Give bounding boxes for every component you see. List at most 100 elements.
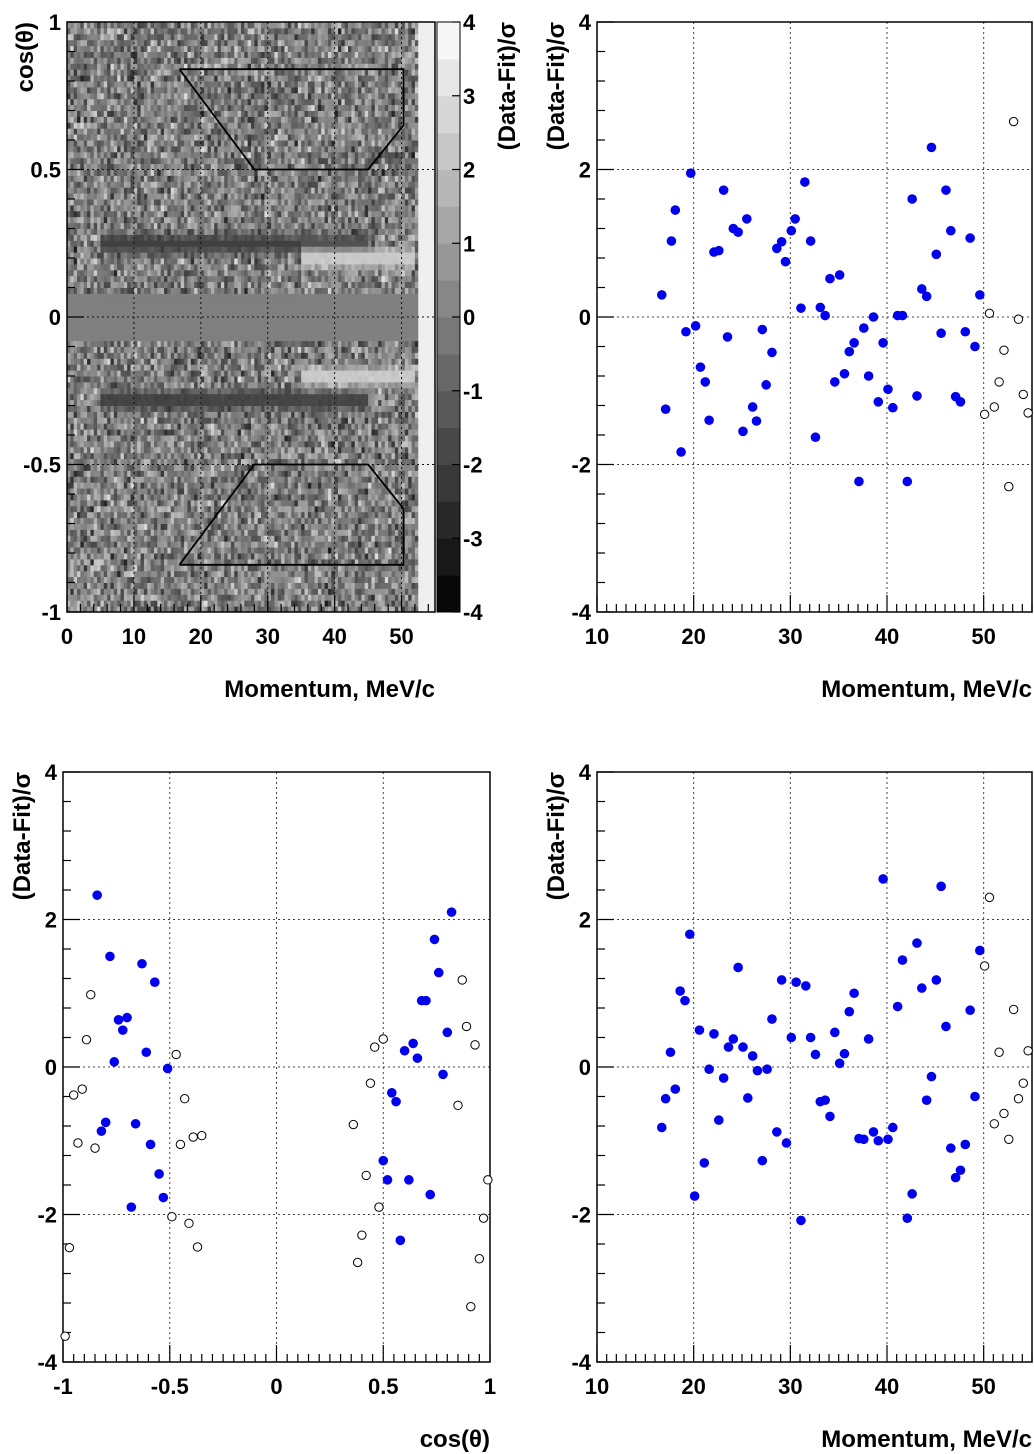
heatmap-cell bbox=[70, 240, 75, 247]
heatmap-cell bbox=[143, 163, 148, 170]
heatmap-cell bbox=[174, 570, 178, 578]
heatmap-cell bbox=[157, 252, 162, 259]
heatmap-cell bbox=[97, 128, 101, 135]
heatmap-cell bbox=[227, 328, 232, 336]
heatmap-cell bbox=[220, 228, 225, 235]
heatmap-cell bbox=[90, 204, 95, 212]
heatmap-cell bbox=[157, 387, 162, 395]
heatmap-cell bbox=[204, 464, 209, 471]
heatmap-cell bbox=[83, 364, 88, 371]
heatmap-cell bbox=[107, 122, 111, 129]
heatmap-cell bbox=[167, 22, 172, 29]
heatmap-cell bbox=[197, 541, 202, 548]
heatmap-cell bbox=[160, 311, 165, 318]
heatmap-cell bbox=[147, 423, 152, 430]
heatmap-cell bbox=[133, 187, 138, 194]
heatmap-cell bbox=[133, 340, 138, 347]
heatmap-cell bbox=[67, 594, 71, 601]
heatmap-cell bbox=[170, 204, 175, 212]
heatmap-cell bbox=[143, 51, 148, 58]
heatmap-cell bbox=[130, 499, 135, 507]
heatmap-cell bbox=[220, 145, 225, 153]
heatmap-cell bbox=[133, 258, 138, 265]
heatmap-cell bbox=[230, 228, 235, 235]
heatmap-cell bbox=[110, 423, 115, 430]
heatmap-cell bbox=[157, 517, 162, 524]
heatmap-cell bbox=[187, 517, 192, 524]
heatmap-cell bbox=[177, 27, 182, 35]
heatmap-cell bbox=[184, 169, 188, 176]
heatmap-cell bbox=[103, 163, 108, 170]
heatmap-cell bbox=[137, 511, 142, 519]
heatmap-cell bbox=[167, 446, 172, 454]
heatmap-cell bbox=[230, 81, 235, 88]
heatmap-cell bbox=[137, 169, 142, 176]
heatmap-cell bbox=[73, 210, 78, 218]
heatmap-cell bbox=[207, 340, 212, 347]
heatmap-cell bbox=[90, 529, 95, 536]
heatmap-cell bbox=[83, 476, 88, 483]
heatmap-cell bbox=[207, 387, 212, 395]
heatmap-cell bbox=[123, 104, 128, 111]
heatmap-cell bbox=[67, 287, 71, 294]
heatmap-cell bbox=[150, 263, 155, 271]
heatmap-cell bbox=[123, 263, 128, 271]
heatmap-cell bbox=[194, 57, 198, 64]
heatmap-cell bbox=[120, 393, 125, 401]
heatmap-cell bbox=[83, 494, 88, 501]
heatmap-cell bbox=[110, 140, 115, 147]
heatmap-cell bbox=[150, 417, 155, 424]
heatmap-cell bbox=[190, 122, 195, 129]
heatmap-cell bbox=[113, 458, 118, 465]
heatmap-cell bbox=[137, 151, 142, 159]
heatmap-cell bbox=[137, 187, 142, 194]
heatmap-cell bbox=[164, 311, 168, 318]
heatmap-cell bbox=[123, 269, 128, 277]
heatmap-cell bbox=[164, 287, 168, 294]
heatmap-cell bbox=[160, 606, 165, 613]
heatmap-cell bbox=[194, 517, 198, 524]
heatmap-cell bbox=[77, 163, 81, 170]
heatmap-cell bbox=[194, 340, 198, 347]
heatmap-cell bbox=[117, 269, 122, 277]
heatmap-cell bbox=[157, 541, 162, 548]
heatmap-cell bbox=[190, 411, 195, 418]
heatmap-cell bbox=[177, 417, 182, 424]
heatmap-cell bbox=[180, 340, 185, 347]
heatmap-cell bbox=[153, 98, 158, 106]
heatmap-cell bbox=[110, 98, 115, 106]
heatmap-cell bbox=[187, 482, 192, 489]
heatmap-cell bbox=[180, 275, 185, 283]
heatmap-cell bbox=[143, 263, 148, 271]
heatmap-cell bbox=[100, 33, 105, 41]
heatmap-cell bbox=[170, 234, 175, 241]
heatmap-cell bbox=[123, 370, 128, 377]
heatmap-cell bbox=[167, 228, 172, 235]
heatmap-cell bbox=[160, 199, 165, 206]
heatmap-cell bbox=[214, 529, 219, 536]
heatmap-cell bbox=[220, 511, 225, 519]
heatmap-cell bbox=[107, 305, 111, 312]
heatmap-cell bbox=[197, 511, 202, 519]
heatmap-cell bbox=[207, 494, 212, 501]
heatmap-cell bbox=[93, 411, 98, 418]
heatmap-cell bbox=[224, 51, 229, 58]
heatmap-cell bbox=[117, 122, 122, 129]
heatmap-cell bbox=[214, 352, 219, 359]
heatmap-cell bbox=[147, 606, 152, 613]
heatmap-cell bbox=[83, 246, 88, 253]
heatmap-cell bbox=[177, 39, 182, 47]
heatmap-cell bbox=[97, 281, 101, 288]
heatmap-cell bbox=[77, 541, 81, 548]
heatmap-cell bbox=[184, 258, 188, 265]
heatmap-cell bbox=[130, 405, 135, 412]
heatmap-cell bbox=[77, 175, 81, 182]
heatmap-cell bbox=[167, 476, 172, 483]
heatmap-cell bbox=[130, 222, 135, 229]
heatmap-cell bbox=[197, 128, 202, 135]
heatmap-cell bbox=[110, 505, 115, 513]
heatmap-cell bbox=[67, 193, 71, 200]
heatmap-cell bbox=[73, 511, 78, 519]
heatmap-cell bbox=[170, 381, 175, 389]
